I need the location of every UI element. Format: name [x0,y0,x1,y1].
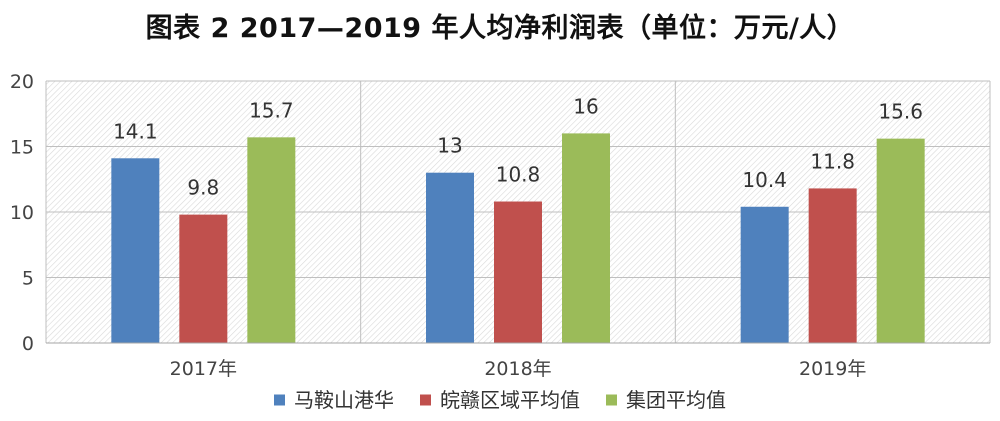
bar[interactable] [111,158,160,343]
x-tick-label: 2017年 [170,358,237,380]
chart-title: 图表 2 2017—2019 年人均净利润表（单位：万元/人） [145,13,855,44]
x-tick-label: 2019年 [799,358,866,380]
legend-label: 皖赣区域平均值 [440,388,580,412]
legend-label: 集团平均值 [626,388,726,412]
data-label: 10.4 [742,168,787,192]
bar[interactable] [247,137,296,343]
y-tick-label: 0 [22,333,34,355]
bar[interactable] [876,138,925,343]
data-label: 13 [437,134,462,158]
data-label: 9.8 [187,176,219,200]
data-label: 14.1 [113,119,158,143]
bar[interactable] [562,133,610,343]
bar[interactable] [808,188,857,343]
y-tick-label: 10 [10,202,34,224]
data-label: 16 [573,94,598,118]
legend-label: 马鞍山港华 [294,388,394,412]
data-label: 15.6 [878,100,923,124]
bar[interactable] [494,201,542,343]
y-tick-label: 20 [10,71,34,93]
data-label: 15.7 [249,98,294,122]
bar[interactable] [179,214,228,343]
legend-swatch [606,394,617,406]
data-label: 10.8 [496,163,541,187]
y-tick-label: 5 [22,268,34,290]
legend-swatch [274,394,285,406]
data-label: 11.8 [810,149,855,173]
bar[interactable] [740,206,789,343]
x-tick-label: 2018年 [484,358,551,380]
bar[interactable] [426,172,474,343]
legend-swatch [420,394,431,406]
y-tick-label: 15 [10,137,34,159]
